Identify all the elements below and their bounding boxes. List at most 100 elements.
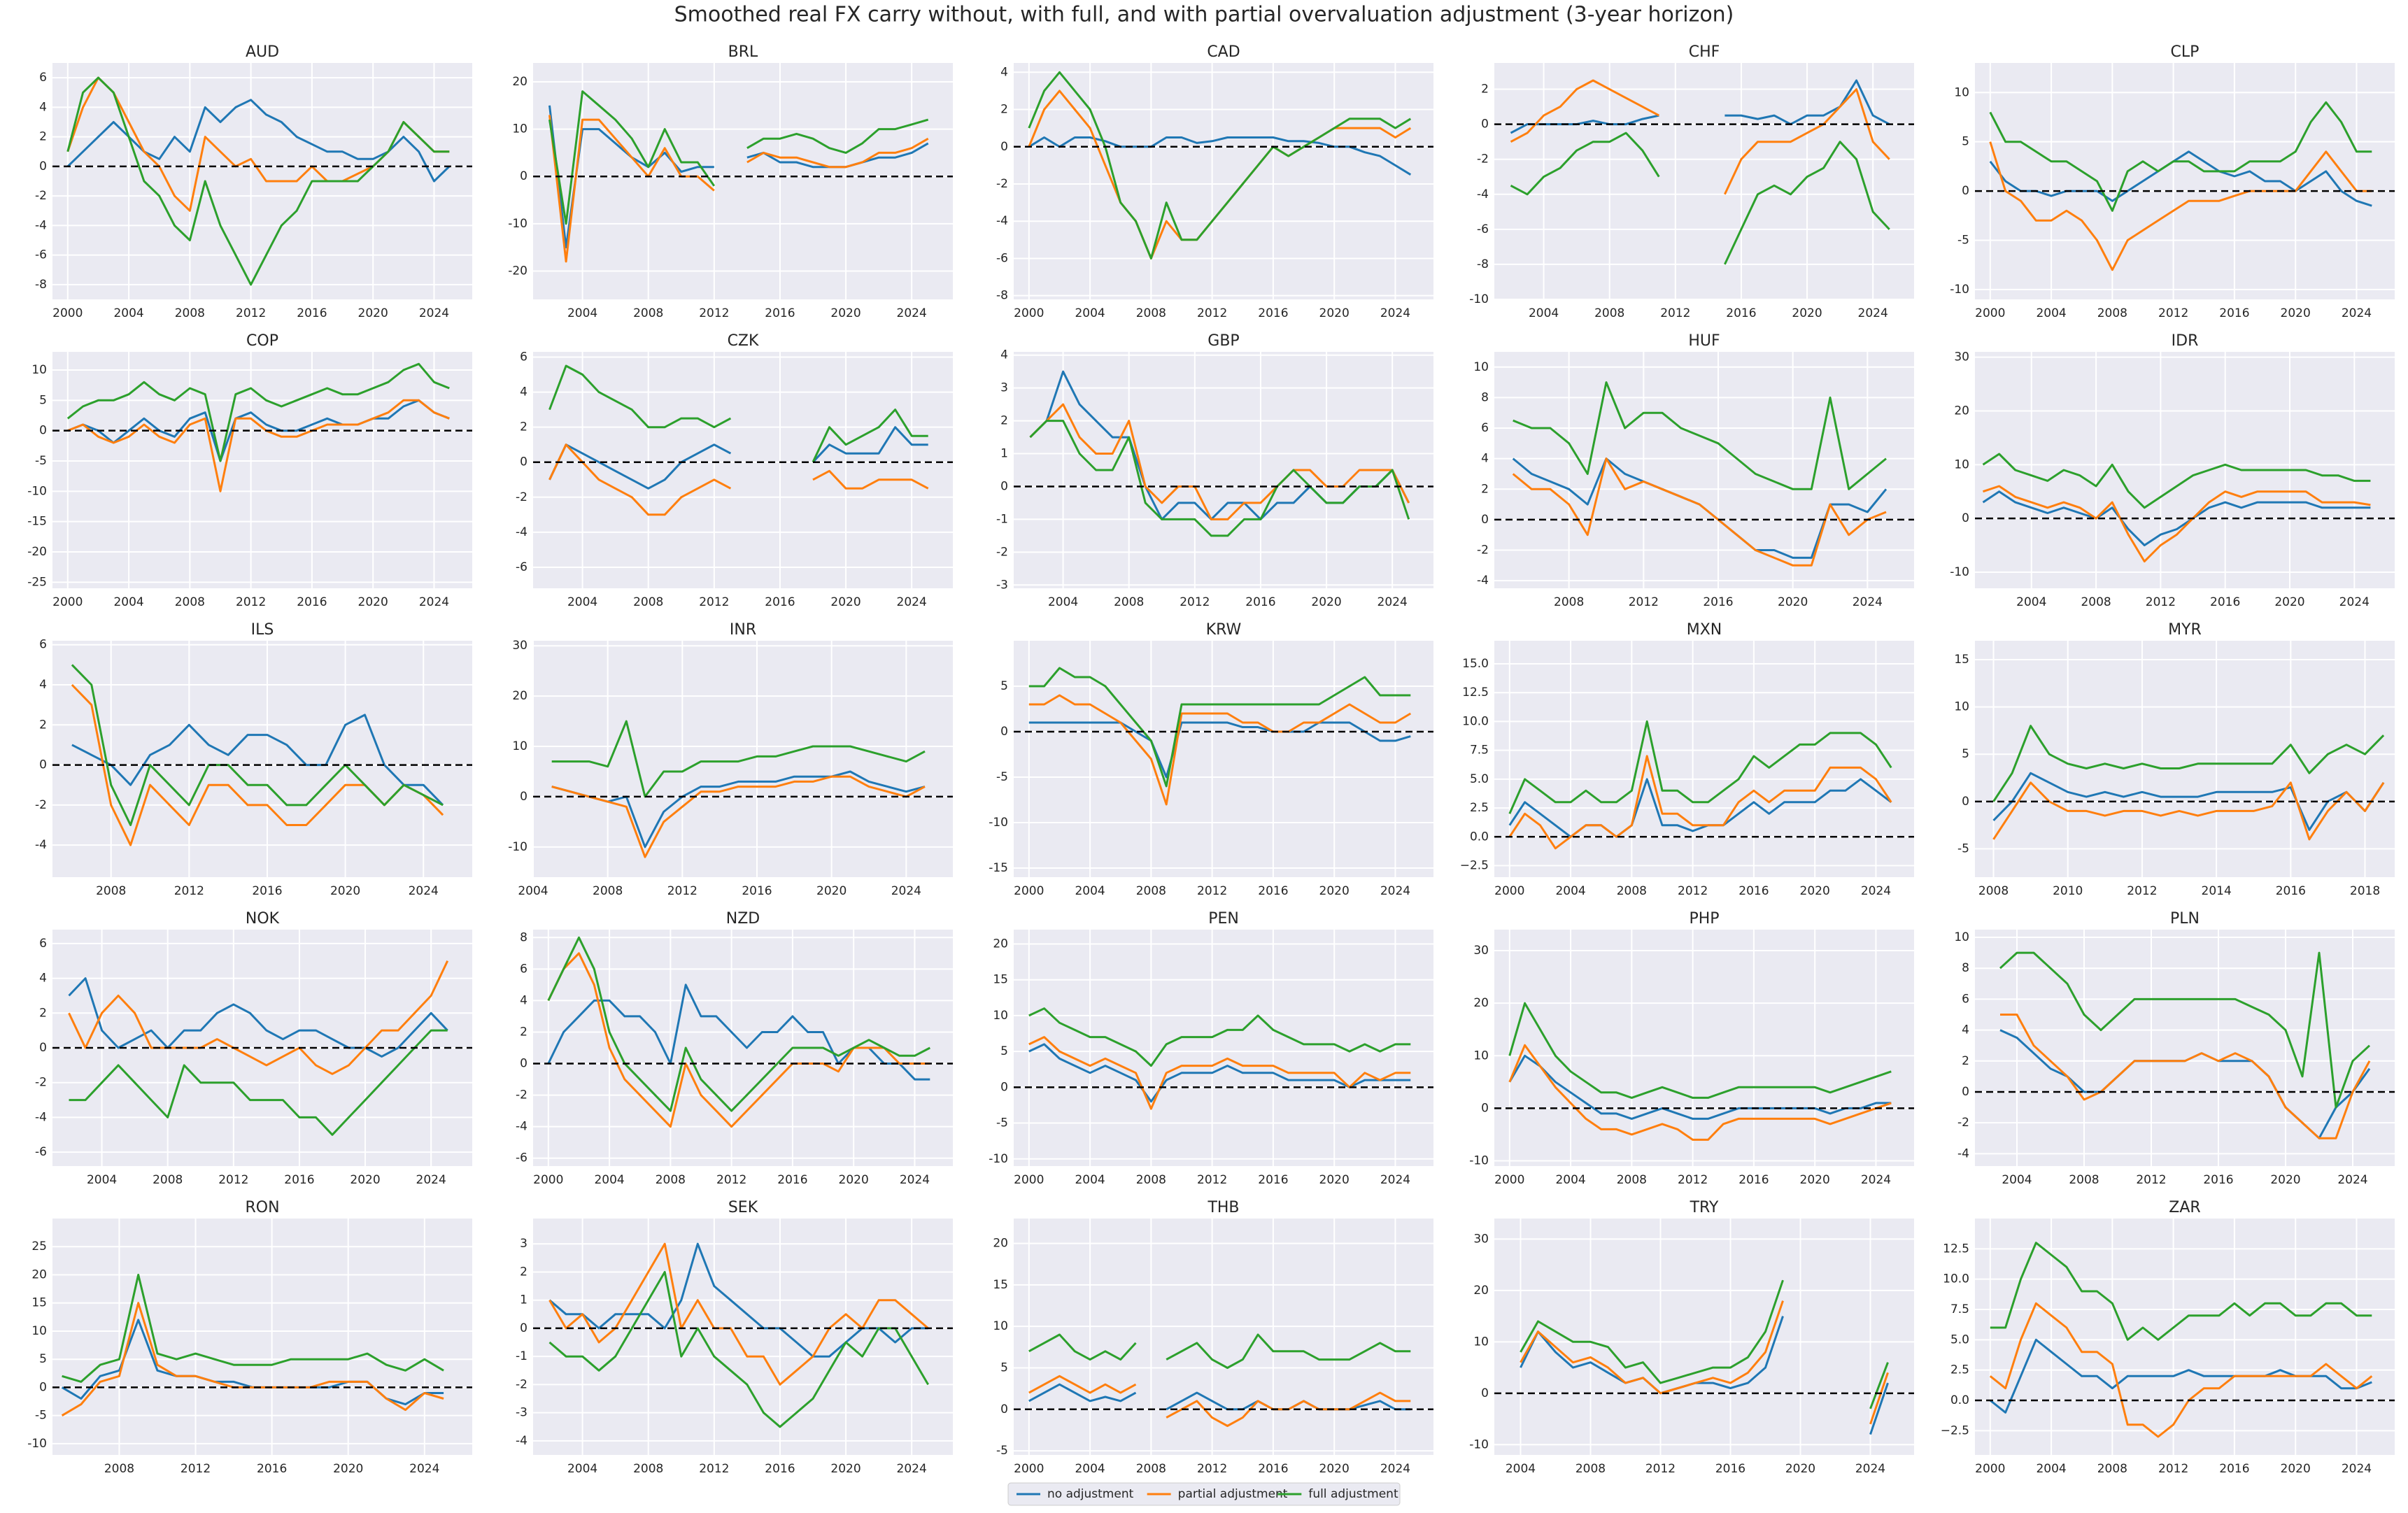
y-tick-label: 0: [1481, 1101, 1489, 1115]
y-tick-label: -2: [1477, 152, 1489, 166]
y-tick-label: 6: [1481, 421, 1489, 435]
y-tick-label: -10: [1469, 292, 1489, 306]
y-tick-label: 2.5: [1950, 1363, 1969, 1377]
x-tick-label: 2008: [1136, 884, 1166, 898]
x-tick-label: 2008: [1554, 595, 1584, 609]
legend: no adjustment partial adjustment full adju…: [1007, 1482, 1401, 1506]
plot-area: [1014, 1219, 1433, 1455]
x-tick-label: 2004: [2036, 1462, 2066, 1476]
subplot: TRY -10 0 10 20 30 2004 2008 2012 2016 2020 2024: [1469, 1199, 1914, 1476]
x-tick-label: 2016: [765, 595, 795, 609]
series-line: [1989, 1302, 2373, 1438]
y-tick-label: 7.5: [1950, 1302, 1969, 1316]
subplot: HUF -4 -2 0 2 4 6 8 10 2008 2012 2016 2020 2024: [1473, 332, 1914, 609]
x-tick-label: 2012: [716, 1173, 746, 1187]
x-tick-label: 2008: [175, 306, 205, 320]
y-tick-label: 1: [1000, 447, 1008, 461]
y-tick-label: 10: [1954, 930, 1969, 944]
y-tick-label: 10: [31, 363, 47, 377]
subplot: RON -10 -5 0 5 10 15 20 25 2008 2012 2016 2020 2024: [27, 1199, 472, 1476]
series-line: [548, 426, 928, 490]
subplot: THB -5 0 5 10 15 20 2000 2004 2008 2012 2016 2020 202…: [993, 1199, 1433, 1476]
series-line: [62, 1274, 444, 1383]
x-tick-label: 2024: [2339, 595, 2370, 609]
x-tick-label: 2024: [416, 1173, 446, 1187]
y-tick-label: -4: [516, 525, 527, 539]
y-tick-label: 10: [993, 1009, 1008, 1023]
series-line: [1028, 694, 1412, 806]
x-tick-label: 2000: [1494, 884, 1524, 898]
subplot: KRW -15 -10 -5 0 5 2000 2004 2008 2012 2016 2020 202…: [989, 621, 1433, 898]
y-tick-label: -6: [516, 1151, 527, 1165]
x-tick-label: 2004: [1506, 1462, 1536, 1476]
x-tick-label: 2008: [1617, 1173, 1647, 1187]
subplot-title: MYR: [2168, 621, 2202, 639]
x-tick-label: 2016: [1703, 595, 1733, 609]
subplot-title: NOK: [246, 910, 280, 928]
y-tick-label: -4: [35, 838, 47, 852]
x-tick-label: 2020: [1311, 595, 1341, 609]
subplot: NOK -6 -4 -2 0 2 4 6 2004 2008 2012 2016 2020 2024: [35, 910, 472, 1187]
subplot: PEN -10 -5 0 5 10 15 20 2000 2004 2008 2012 2016 2020…: [989, 910, 1433, 1187]
y-tick-label: -10: [27, 484, 47, 498]
x-tick-label: 2020: [1319, 884, 1350, 898]
y-tick-label: 15: [993, 973, 1008, 987]
figure-title: Smoothed real FX carry without, with ful…: [674, 3, 1734, 27]
x-tick-label: 2008: [1978, 884, 2009, 898]
y-tick-label: -1: [996, 512, 1008, 526]
x-tick-label: 2000: [1014, 306, 1044, 320]
x-tick-label: 2020: [350, 1173, 380, 1187]
y-tick-label: -3: [516, 1406, 527, 1420]
y-tick-label: 4: [1481, 452, 1489, 466]
y-tick-label: -6: [996, 251, 1008, 265]
x-tick-label: 2020: [816, 884, 847, 898]
series-line: [67, 399, 450, 462]
subplot-title: NZD: [726, 910, 760, 928]
subplot: CAD -8 -6 -4 -2 0 2 4 2000 2004 2008 2012 2016 2020 20…: [996, 43, 1433, 320]
y-tick-label: 30: [1473, 944, 1489, 958]
series-line: [551, 775, 926, 858]
x-tick-label: 2008: [633, 1462, 663, 1476]
x-tick-label: 2000: [1014, 1462, 1044, 1476]
y-tick-label: 0: [1000, 140, 1008, 154]
subplot-title: GBP: [1207, 332, 1239, 350]
y-tick-label: 2: [1962, 1054, 1969, 1068]
x-tick-label: 2020: [1800, 1173, 1830, 1187]
y-tick-label: 0: [1000, 1402, 1008, 1416]
y-tick-label: 0: [39, 424, 47, 438]
y-tick-label: 2: [1000, 414, 1008, 428]
x-tick-label: 2000: [1494, 1173, 1524, 1187]
y-tick-label: -4: [516, 1120, 527, 1134]
y-tick-label: 5: [1962, 135, 1969, 149]
series-line: [1510, 132, 1890, 265]
x-tick-label: 2016: [1258, 306, 1288, 320]
y-tick-label: 5: [39, 393, 47, 407]
series-line: [548, 443, 929, 516]
y-tick-label: 0: [39, 159, 47, 173]
subplot-title: CHF: [1689, 43, 1720, 61]
x-tick-label: 2024: [1858, 306, 1888, 320]
series-line: [1029, 420, 1410, 537]
x-tick-label: 2024: [1861, 1173, 1891, 1187]
y-tick-label: 0: [39, 1041, 47, 1055]
x-tick-label: 2024: [891, 884, 921, 898]
x-tick-label: 2012: [699, 306, 729, 320]
x-tick-label: 2016: [2210, 595, 2240, 609]
x-tick-label: 2012: [236, 306, 266, 320]
x-tick-label: 2012: [1678, 884, 1708, 898]
legend-label: no adjustment: [1047, 1487, 1134, 1501]
subplot-title: IDR: [2172, 332, 2199, 350]
x-tick-label: 2008: [2081, 595, 2111, 609]
plot-area: [1494, 1219, 1914, 1455]
series-line: [66, 362, 450, 462]
y-tick-label: 25: [31, 1239, 47, 1253]
y-tick-label: 5.0: [1950, 1333, 1969, 1347]
y-tick-label: 0: [520, 455, 527, 469]
y-tick-label: 2: [520, 1025, 527, 1039]
x-tick-label: 2024: [2337, 1173, 2367, 1187]
y-tick-label: 2: [39, 718, 47, 732]
y-tick-label: -10: [1469, 1437, 1489, 1451]
plot-area: [533, 352, 953, 588]
x-tick-label: 2008: [656, 1173, 686, 1187]
subplot-title: PHP: [1689, 910, 1719, 928]
